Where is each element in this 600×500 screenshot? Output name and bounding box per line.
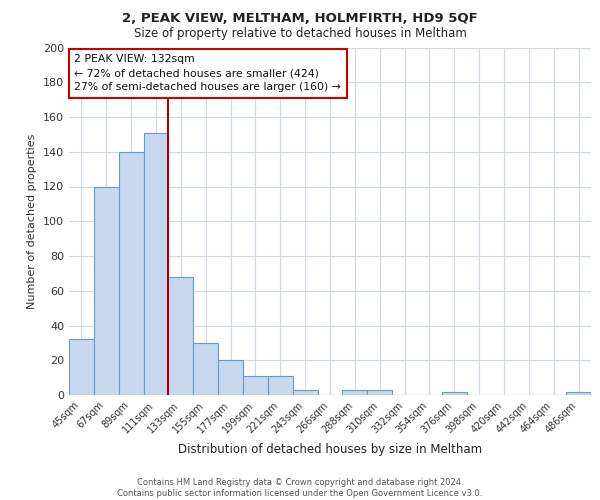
Bar (218, 360, 243, 395)
Bar (143, 132, 169, 395)
Bar (268, 376, 293, 395)
Text: 2, PEAK VIEW, MELTHAM, HOLMFIRTH, HD9 5QF: 2, PEAK VIEW, MELTHAM, HOLMFIRTH, HD9 5Q… (122, 12, 478, 26)
Y-axis label: Number of detached properties: Number of detached properties (28, 134, 37, 309)
Bar (94, 186, 119, 395)
Bar (293, 390, 317, 395)
X-axis label: Distribution of detached houses by size in Meltham: Distribution of detached houses by size … (178, 443, 482, 456)
Text: Size of property relative to detached houses in Meltham: Size of property relative to detached ho… (134, 28, 466, 40)
Bar (442, 392, 467, 395)
Bar (69, 340, 94, 395)
Bar (367, 390, 392, 395)
Bar (243, 376, 268, 395)
Bar (193, 343, 218, 395)
Bar (566, 392, 591, 395)
Bar (119, 152, 143, 395)
Bar (343, 390, 367, 395)
Text: 2 PEAK VIEW: 132sqm
← 72% of detached houses are smaller (424)
27% of semi-detac: 2 PEAK VIEW: 132sqm ← 72% of detached ho… (74, 54, 341, 92)
Bar (169, 277, 193, 395)
Text: Contains HM Land Registry data © Crown copyright and database right 2024.
Contai: Contains HM Land Registry data © Crown c… (118, 478, 482, 498)
